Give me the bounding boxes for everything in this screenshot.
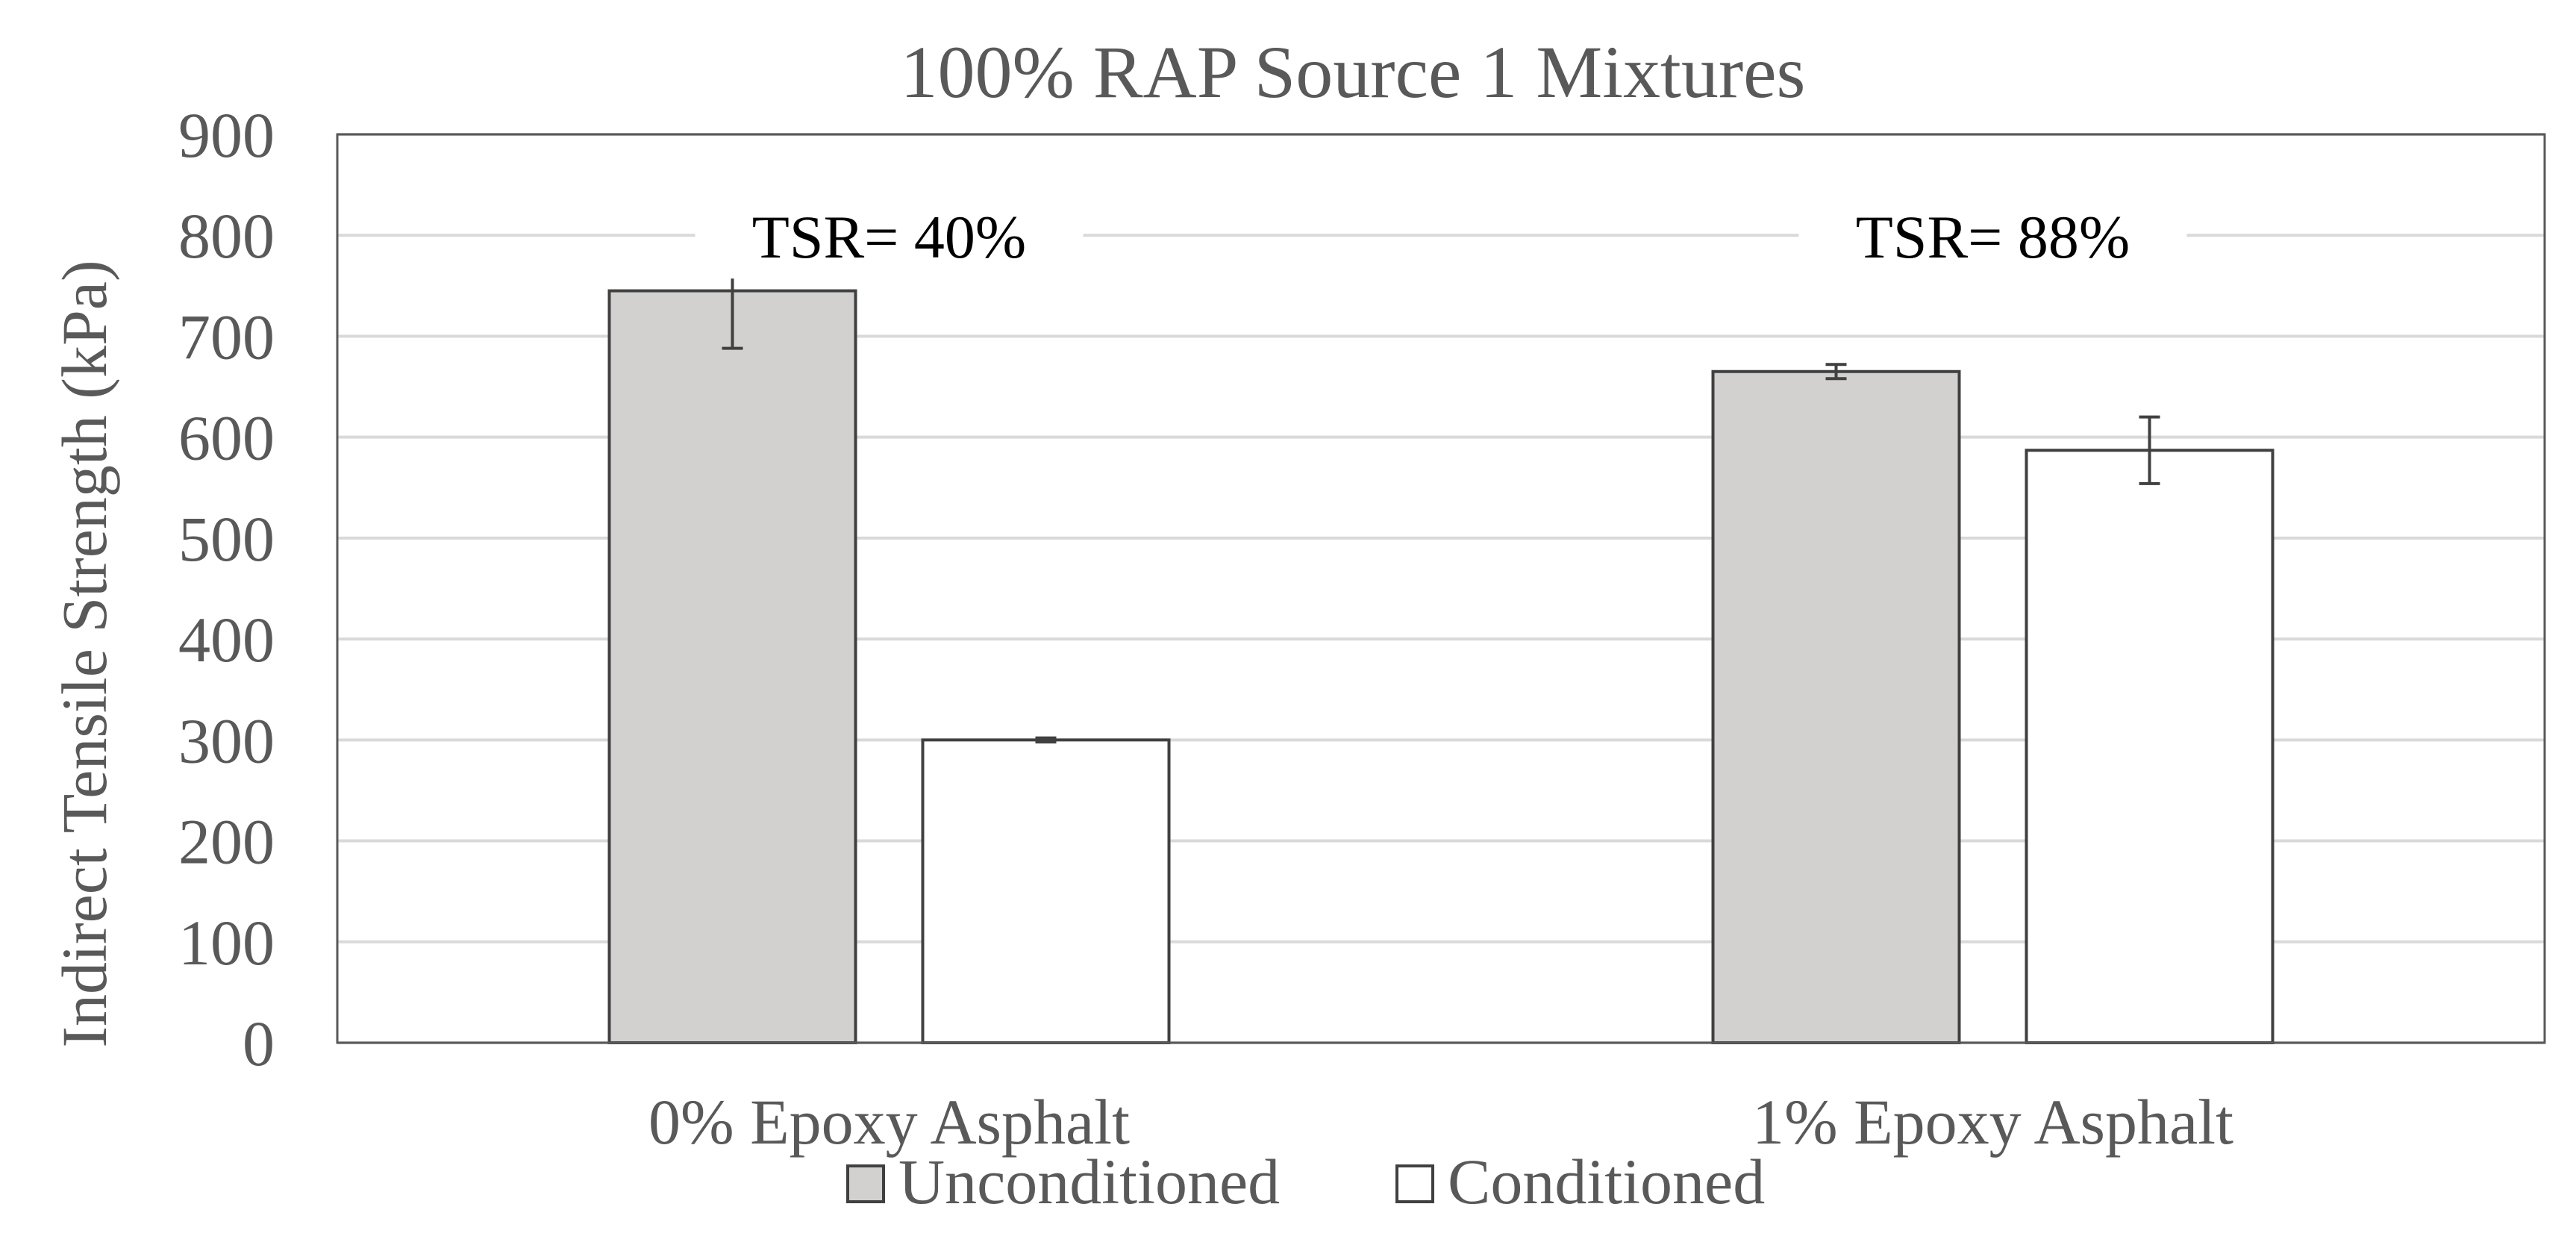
y-tick-label: 0 [243, 1008, 275, 1079]
tsr-annotation: TSR= 88% [1856, 203, 2130, 271]
y-axis-label: Indirect Tensile Strength (kPa) [49, 260, 120, 1047]
y-tick-label: 400 [178, 604, 275, 676]
bars [607, 289, 2275, 1045]
legend-swatch [846, 1164, 885, 1203]
y-axis-ticks: 0 100 200 300 400 500 600 700 800 900 [178, 99, 275, 1079]
bar [1711, 369, 1961, 1044]
legend-label: Unconditioned [898, 1146, 1280, 1217]
tsr-annotation: TSR= 40% [752, 203, 1026, 271]
x-category-label: 1% Epoxy Asphalt [1752, 1086, 2233, 1158]
x-category-label: 0% Epoxy Asphalt [648, 1086, 1130, 1158]
y-tick-label: 800 [178, 200, 275, 272]
bar [2025, 449, 2275, 1044]
y-tick-label: 100 [178, 907, 275, 979]
y-tick-label: 300 [178, 705, 275, 776]
y-tick-label: 600 [178, 402, 275, 474]
legend: Unconditioned Conditioned [846, 1146, 1765, 1217]
x-axis-categories: 0% Epoxy Asphalt 1% Epoxy Asphalt [648, 1086, 2233, 1158]
chart-title: 100% RAP Source 1 Mixtures [901, 31, 1806, 113]
plot-area-border [336, 133, 2546, 1044]
bar [921, 738, 1171, 1044]
annotation-background [1798, 189, 2187, 279]
legend-label: Conditioned [1448, 1146, 1765, 1217]
annotation-background [695, 189, 1084, 279]
bar [607, 289, 857, 1045]
y-tick-label: 500 [178, 503, 275, 575]
y-tick-label: 900 [178, 99, 275, 171]
legend-swatch [1395, 1164, 1434, 1203]
y-tick-label: 700 [178, 301, 275, 372]
annotations: TSR= 40% TSR= 88% [695, 189, 2187, 279]
y-tick-label: 200 [178, 806, 275, 878]
